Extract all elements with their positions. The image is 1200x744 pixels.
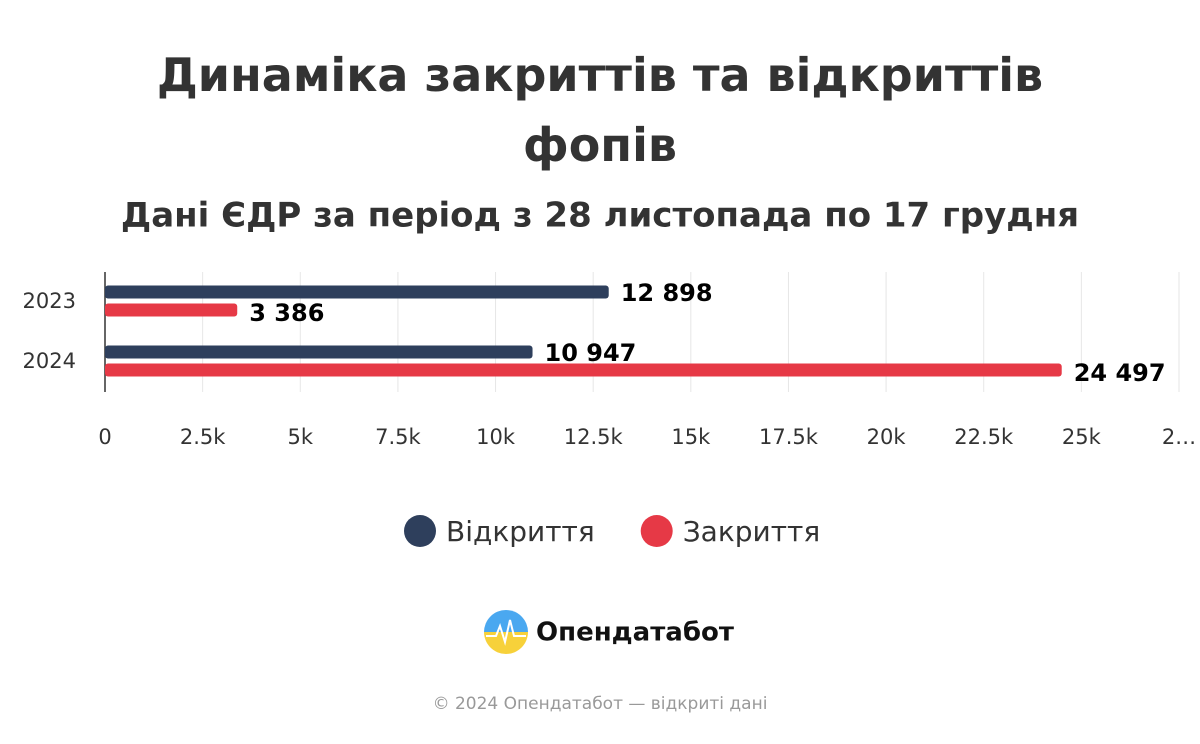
bar	[105, 303, 238, 317]
data-label: 12 898	[621, 279, 713, 307]
legend-marker	[640, 515, 673, 547]
x-tick-label: 2…	[1162, 425, 1196, 449]
footer: © 2024 Опендатабот — відкриті дані	[433, 694, 768, 714]
data-label: 10 947	[545, 339, 637, 367]
bar	[105, 345, 533, 359]
bar	[105, 363, 1062, 377]
y-tick-label: 2024	[23, 349, 76, 373]
x-tick-label: 25k	[1062, 425, 1102, 449]
y-tick-label: 2023	[23, 289, 76, 313]
chart-subtitle: Дані ЄДР за період з 28 листопада по 17 …	[121, 196, 1079, 236]
x-tick-label: 0	[98, 425, 111, 449]
x-tick-label: 2.5k	[180, 425, 226, 449]
legend-marker	[404, 515, 436, 547]
legend-label: Закриття	[683, 515, 820, 548]
logo: Опендатабот	[484, 610, 734, 654]
logo-icon	[484, 610, 528, 654]
data-label: 24 497	[1074, 359, 1166, 387]
x-tick-label: 5k	[288, 425, 314, 449]
x-tick-label: 17.5k	[759, 425, 819, 449]
chart-title: Динаміка закриттів та відкриттів фопів	[157, 48, 1043, 172]
logo-pulse	[486, 619, 526, 646]
bar	[105, 285, 609, 299]
x-tick-label: 22.5k	[954, 425, 1014, 449]
x-tick-label: 15k	[671, 425, 711, 449]
legend-label: Відкриття	[446, 515, 595, 548]
data-label: 3 386	[249, 299, 324, 327]
x-tick-label: 20k	[867, 425, 907, 449]
x-tick-label: 12.5k	[564, 425, 624, 449]
brand: Опендатабот	[536, 618, 734, 648]
x-tick-label: 7.5k	[375, 425, 421, 449]
x-tick-label: 10k	[476, 425, 516, 449]
